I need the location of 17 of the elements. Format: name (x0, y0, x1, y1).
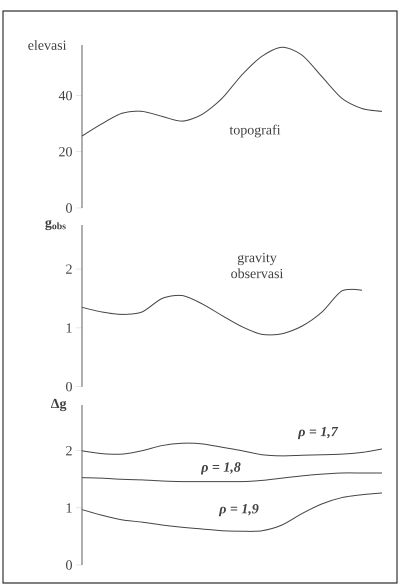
series-label: ρ = 1,8 (200, 462, 241, 475)
y-axis-title: Δg (50, 398, 66, 412)
y-tick-label: 40 (58, 90, 72, 100)
y-tick-label: 2 (66, 264, 72, 274)
y-tick-label: 1 (66, 503, 72, 512)
y-tick-label: 2 (66, 446, 72, 456)
y-axis-title: elevasi (28, 40, 66, 50)
series-label: ρ = 1,7 (298, 426, 338, 440)
y-tick-label: 0 (66, 203, 72, 213)
y-tick-label: 1 (66, 323, 72, 332)
y-axis-title: g$_{obs}$ (45, 220, 66, 230)
y-tick-label: 0 (66, 560, 72, 570)
y-tick-label: 20 (59, 147, 72, 156)
y-tick-label: 0 (66, 382, 72, 392)
series-label: ρ = 1,9 (218, 504, 259, 516)
annotation: gravity observasi (231, 252, 284, 278)
annotation: topografi (230, 124, 280, 138)
